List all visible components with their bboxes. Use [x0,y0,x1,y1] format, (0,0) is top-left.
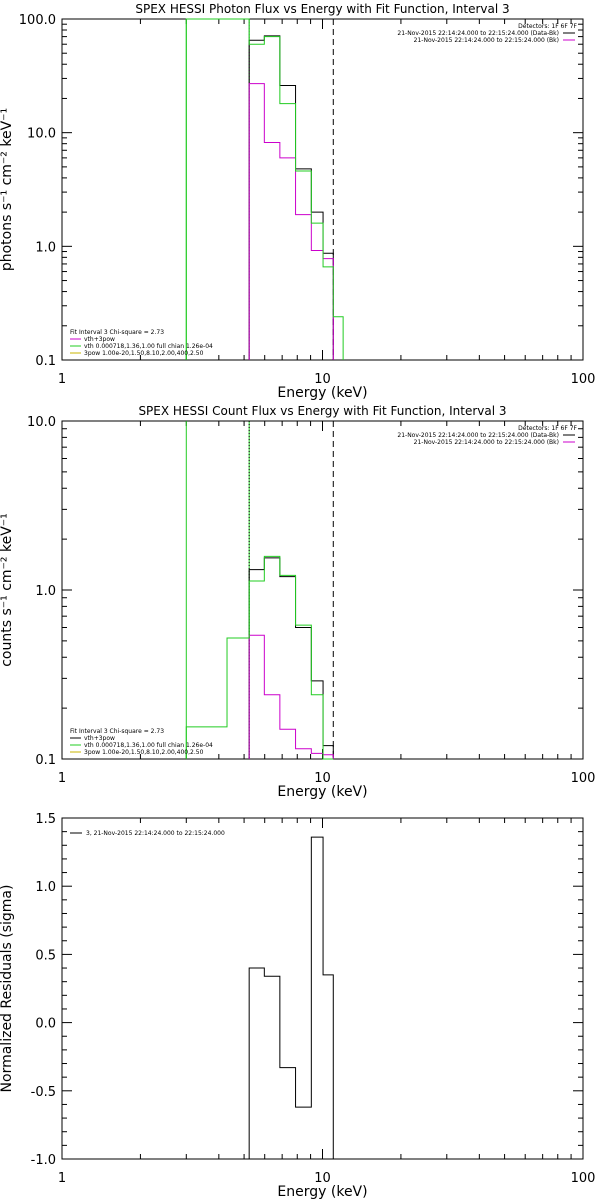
legend-entry: Fit Interval 3 Chi-square = 2.73 [70,329,164,336]
x-ticks [61,818,572,1159]
legend-entry: vth+3pow [84,735,115,742]
y-tick-label: 0.1 [35,354,56,369]
series-green-3 [185,18,344,360]
x-tick-label: 10 [314,1171,331,1186]
y-ticks [62,428,583,760]
x-tick-label: 1 [58,1171,66,1186]
x-axis-label: Energy (keV) [277,1184,367,1200]
legend-entry: 21-Nov-2015 22:14:24.000 to 22:15:24.000… [397,30,559,37]
legend-bottom-left: Fit Interval 3 Chi-square = 2.73vth+3pow… [70,728,213,756]
plot-frame [61,420,584,760]
legend-entry: 21-Nov-2015 22:14:24.000 to 22:15:24.000… [397,432,559,439]
series-black-1 [248,35,334,360]
series-green-3 [185,555,334,760]
x-tick-label: 100 [571,372,596,387]
plot-frame [61,18,584,361]
x-tick-label: 1 [58,372,66,387]
x-tick-label: 100 [571,771,596,786]
y-tick-label: 0.5 [35,948,56,963]
legend-entry: 3pow 1.00e-20,1.50,8.10,2.00,400,2.50 [84,749,204,756]
y-axis-label: photons s⁻¹ cm⁻² keV⁻¹ [0,108,15,271]
legend-entry: vth 0.000718,1.36,1.00 full chian 1.26e-… [84,343,213,350]
legend-top-left: 3, 21-Nov-2015 22:14:24.000 to 22:15:24.… [70,830,225,837]
x-tick-label: 10 [314,771,331,786]
y-tick-label: 1.0 [35,584,56,599]
series-black-1 [248,836,334,1159]
y-tick-label: 0.0 [35,1017,56,1032]
y-tick-label: 0.1 [35,753,56,768]
plot-title: SPEX HESSI Count Flux vs Energy with Fit… [138,404,506,418]
x-axis-label: Energy (keV) [277,385,367,401]
y-ticks [62,23,583,361]
y-tick-label: -0.5 [31,1085,56,1100]
y-axis-label: Normalized Residuals (sigma) [0,885,15,1093]
plot-panel-2: SPEX HESSI Count Flux vs Energy with Fit… [0,404,595,800]
legend-entry: vth+3pow [84,336,115,343]
legend-entry: vth 0.000718,1.36,1.00 full chian 1.26e-… [84,742,213,749]
y-tick-label: 10.0 [27,415,56,430]
x-ticks [61,19,572,360]
y-tick-label: -1.0 [31,1153,56,1168]
legend-entry: 3pow 1.00e-20,1.50,8.10,2.00,400,2.50 [84,350,204,357]
y-tick-label: 100.0 [19,13,56,28]
plot-title: SPEX HESSI Photon Flux vs Energy with Fi… [135,2,509,16]
x-ticks [61,421,572,759]
y-tick-label: 10.0 [27,127,56,142]
y-tick-label: 1.5 [35,812,56,827]
legend-entry: 3, 21-Nov-2015 22:14:24.000 to 22:15:24.… [86,830,225,837]
x-tick-label: 1 [58,771,66,786]
legend-entry: 21-Nov-2015 22:14:24.000 to 22:15:24.000… [414,37,559,44]
x-tick-label: 10 [314,372,331,387]
plot-frame [61,817,584,1160]
legend-bottom-left: Fit Interval 3 Chi-square = 2.73vth+3pow… [70,329,213,357]
series-magenta-2 [248,83,334,360]
legend-entry: Detectors: 1F 6F 7F [518,23,577,30]
y-ticks [62,817,583,1160]
y-tick-label: 1.0 [35,240,56,255]
plot-panel-1: SPEX HESSI Photon Flux vs Energy with Fi… [0,2,595,401]
y-axis-label: counts s⁻¹ cm⁻² keV⁻¹ [0,513,15,667]
series-magenta-2 [248,634,334,759]
legend-entry: 21-Nov-2015 22:14:24.000 to 22:15:24.000… [414,439,559,446]
y-tick-label: 1.0 [35,880,56,895]
plot-panel-3: 1 10 100 -1.0 -0.5 0.0 0.5 1.0 1.5 Energy (keV) No… [0,812,595,1200]
legend-entry: Detectors: 1F 6F 7F [518,425,577,432]
x-tick-label: 100 [571,1171,596,1186]
x-axis-label: Energy (keV) [277,784,367,800]
legend-entry: Fit Interval 3 Chi-square = 2.73 [70,728,164,735]
